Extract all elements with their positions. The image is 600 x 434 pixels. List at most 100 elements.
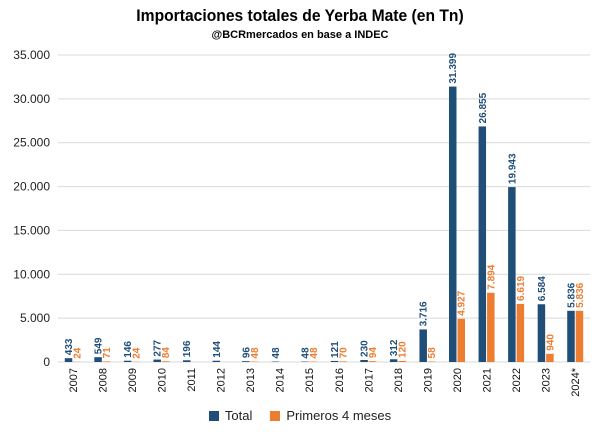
bar-total [537,304,546,362]
bar-total [508,187,516,362]
legend-label-primeros-4-meses: Primeros 4 meses [286,408,392,423]
bar-total [123,360,132,362]
x-tick-label: 2016 [334,368,346,392]
bar-total [389,359,398,362]
y-tick-label: 0 [43,355,50,369]
data-label-total: 230 [360,340,371,357]
bar-total [212,360,221,362]
x-tick-label: 2013 [245,368,257,392]
data-label-total: 31.399 [448,53,459,84]
data-label-total: 196 [182,340,193,357]
x-tick-label: 2007 [68,368,80,392]
bar-total [567,310,575,362]
legend-label-total: Total [224,408,253,423]
data-label-primeros-4-meses: 4.927 [457,290,468,315]
legend-item-primeros-4-meses: Primeros 4 meses [270,408,391,423]
data-label-total: 433 [64,338,75,355]
x-tick-label: 2023 [541,368,553,392]
legend-item-total: Total [208,408,253,423]
bar-primeros-4-meses [368,361,377,362]
data-label-total: 96 [241,347,252,359]
x-tick-label: 2022 [511,368,523,392]
bar-total [64,358,73,362]
bar-primeros-4-meses [427,361,436,362]
x-tick-label: 2009 [127,368,139,392]
data-label-total: 144 [212,341,223,358]
y-tick-label: 30.000 [13,92,50,106]
x-tick-label: 2012 [216,368,228,392]
x-tick-label: 2024* [570,367,582,396]
data-label-total: 5.836 [566,282,577,307]
y-tick-label: 15.000 [13,223,50,237]
data-label-primeros-4-meses: 70 [339,347,350,359]
x-tick-label: 2021 [482,368,494,392]
chart-title: Importaciones totales de Yerba Mate (en … [136,6,464,25]
bar-total [330,360,339,362]
bar-primeros-4-meses [516,303,525,362]
x-axis: 2007 2008 2009 2010 2011 2012 2013 2014 2015 2016… [68,367,582,396]
bar-total [242,361,250,362]
data-label-primeros-4-meses: 24 [132,347,143,359]
bar-total [419,329,427,362]
bars [64,86,584,363]
legend: Total Primeros 4 meses [0,408,600,423]
data-label-primeros-4-meses: 94 [368,347,379,359]
data-label-primeros-4-meses: 71 [102,347,113,359]
bar-primeros-4-meses [161,361,170,362]
x-tick-label: 2017 [363,368,375,392]
bar-primeros-4-meses [546,353,554,362]
x-tick-label: 2010 [156,368,168,392]
data-label-total: 6.584 [537,276,548,301]
y-tick-label: 25.000 [13,136,50,150]
bar-primeros-4-meses [487,292,495,362]
x-tick-label: 2018 [393,368,405,392]
y-tick-label: 10.000 [13,267,50,281]
x-tick-label: 2015 [304,368,316,392]
bar-primeros-4-meses [339,361,347,362]
data-label-primeros-4-meses: 48 [309,347,320,359]
bar-total [360,359,368,362]
gridlines [58,54,590,363]
data-label-total: 121 [330,341,341,358]
data-label-total: 48 [271,347,282,359]
data-label-total: 26.855 [478,92,489,123]
data-label-total: 312 [389,339,400,356]
x-tick-label: 2011 [186,368,198,392]
chart-subtitle: @BCRmercados en base a INDEC [211,29,389,41]
data-label-primeros-4-meses: 58 [427,347,438,359]
legend-swatch-total [208,410,219,421]
bar-total [449,86,457,363]
data-label-total: 48 [300,347,311,359]
x-tick-label: 2014 [275,368,287,392]
y-tick-label: 5.000 [20,311,50,325]
data-label-primeros-4-meses: 84 [161,347,172,359]
bar-total [183,360,191,362]
x-tick-label: 2019 [422,368,434,392]
data-label-primeros-4-meses: 940 [545,334,556,351]
bar-primeros-4-meses [457,318,465,362]
y-tick-label: 20.000 [13,180,50,194]
legend-swatch-primeros-4-meses [270,410,281,421]
bar-primeros-4-meses [398,360,406,362]
bar-primeros-4-meses [575,310,584,362]
bar-primeros-4-meses [102,361,111,362]
data-label-total: 146 [123,341,134,358]
x-tick-label: 2008 [97,368,109,392]
y-axis: 0 5.000 10.000 15.000 20.000 25.000 30.000 35.0… [13,48,50,369]
data-label-primeros-4-meses: 5.836 [575,282,586,307]
bar-total [153,359,161,362]
data-label-total: 19.943 [507,153,518,184]
y-tick-label: 35.000 [13,48,50,62]
data-label-total: 549 [94,337,105,354]
data-label-primeros-4-meses: 120 [398,341,409,358]
data-label-primeros-4-meses: 7.894 [486,264,497,289]
bar-total [94,357,102,362]
bar-total [478,126,487,362]
x-tick-label: 2020 [452,368,464,392]
data-label-primeros-4-meses: 48 [250,347,261,359]
data-label-primeros-4-meses: 24 [73,347,84,359]
data-label-total: 277 [153,339,164,356]
